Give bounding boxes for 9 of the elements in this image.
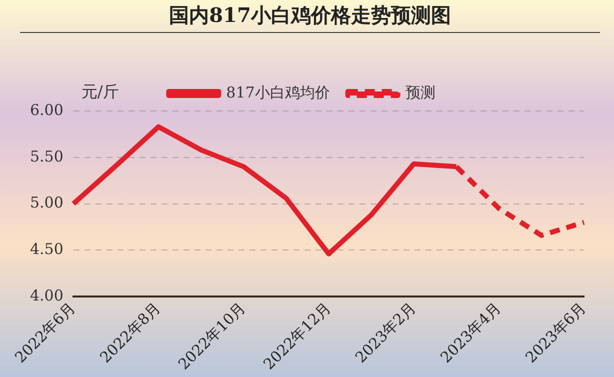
chart-title: 国内817小白鸡价格走势预测图 [20,2,600,33]
y-axis-title: 元/斤 [81,82,119,102]
legend-label: 817小白鸡均价 [226,83,330,102]
y-tick-label: 5.50 [30,147,64,166]
y-tick-label: 6.00 [30,100,64,119]
y-tick-label: 4.00 [30,286,64,304]
y-tick-label: 4.50 [30,240,64,258]
y-tick-label: 5.00 [30,194,64,212]
legend-label: 预测 [405,83,436,102]
